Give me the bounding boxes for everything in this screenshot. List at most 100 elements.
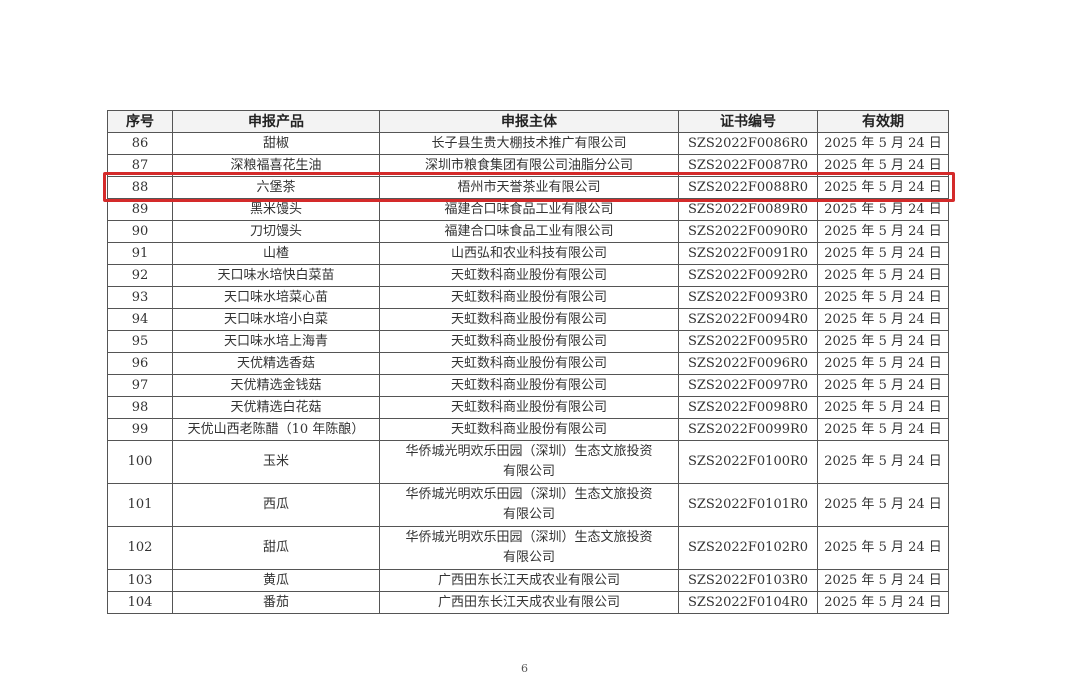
product-name: 天优精选金钱菇: [172, 374, 380, 397]
table-row: 90 刀切馒头 福建合口味食品工业有限公司 SZS2022F0090R0 2025 年 …: [107, 220, 949, 243]
applicant-name: 华侨城光明欢乐田园（深圳）生态文旅投资有限公司: [379, 526, 679, 570]
row-index: 96: [107, 352, 173, 375]
row-index: 99: [107, 418, 173, 441]
applicant-name: 天虹数科商业股份有限公司: [379, 264, 679, 287]
product-name: 刀切馒头: [172, 220, 380, 243]
validity-date: 2025 年 5 月 24 日: [817, 264, 949, 287]
validity-date: 2025 年 5 月 24 日: [817, 352, 949, 375]
applicant-name: 天虹数科商业股份有限公司: [379, 396, 679, 419]
applicant-name: 天虹数科商业股份有限公司: [379, 286, 679, 309]
row-index: 98: [107, 396, 173, 419]
row-index: 94: [107, 308, 173, 331]
row-index: 90: [107, 220, 173, 243]
validity-date: 2025 年 5 月 24 日: [817, 526, 949, 570]
product-name: 玉米: [172, 440, 380, 484]
certificate-number: SZS2022F0087R0: [678, 154, 818, 177]
validity-date: 2025 年 5 月 24 日: [817, 330, 949, 353]
certificate-number: SZS2022F0102R0: [678, 526, 818, 570]
certificate-number: SZS2022F0095R0: [678, 330, 818, 353]
row-index: 103: [107, 569, 173, 592]
certificate-number: SZS2022F0090R0: [678, 220, 818, 243]
table-row: 99 天优山西老陈醋（10 年陈酿） 天虹数科商业股份有限公司 SZS2022F009…: [107, 418, 949, 441]
table-header: 序号 申报产品 申报主体 证书编号 有效期: [107, 110, 949, 133]
certificate-table: 序号 申报产品 申报主体 证书编号 有效期 86 甜椒 长子县生贵大棚技术推广有限公…: [107, 110, 949, 614]
row-index: 87: [107, 154, 173, 177]
table-row: 94 天口味水培小白菜 天虹数科商业股份有限公司 SZS2022F0094R0 2025…: [107, 308, 949, 331]
validity-date: 2025 年 5 月 24 日: [817, 308, 949, 331]
header-product: 申报产品: [172, 110, 380, 133]
applicant-name: 天虹数科商业股份有限公司: [379, 418, 679, 441]
page-number: 6: [521, 662, 528, 675]
applicant-name: 山西弘和农业科技有限公司: [379, 242, 679, 265]
row-index: 101: [107, 483, 173, 527]
validity-date: 2025 年 5 月 24 日: [817, 286, 949, 309]
product-name: 天优精选白花菇: [172, 396, 380, 419]
row-index: 92: [107, 264, 173, 287]
table-row: 102 甜瓜 华侨城光明欢乐田园（深圳）生态文旅投资有限公司 SZS2022F0102…: [107, 526, 949, 570]
applicant-name: 深圳市粮食集团有限公司油脂分公司: [379, 154, 679, 177]
applicant-name: 天虹数科商业股份有限公司: [379, 330, 679, 353]
table-row: 97 天优精选金钱菇 天虹数科商业股份有限公司 SZS2022F0097R0 2025 …: [107, 374, 949, 397]
product-name: 番茄: [172, 591, 380, 614]
validity-date: 2025 年 5 月 24 日: [817, 242, 949, 265]
applicant-name: 天虹数科商业股份有限公司: [379, 352, 679, 375]
table-row: 103 黄瓜 广西田东长江天成农业有限公司 SZS2022F0103R0 2025 年 …: [107, 569, 949, 592]
certificate-number: SZS2022F0098R0: [678, 396, 818, 419]
certificate-number: SZS2022F0092R0: [678, 264, 818, 287]
applicant-name: 天虹数科商业股份有限公司: [379, 374, 679, 397]
row-index: 102: [107, 526, 173, 570]
table-row: 96 天优精选香菇 天虹数科商业股份有限公司 SZS2022F0096R0 2025 年…: [107, 352, 949, 375]
row-index: 91: [107, 242, 173, 265]
product-name: 天口味水培上海青: [172, 330, 380, 353]
header-index: 序号: [107, 110, 173, 133]
validity-date: 2025 年 5 月 24 日: [817, 591, 949, 614]
validity-date: 2025 年 5 月 24 日: [817, 440, 949, 484]
header-certificate-no: 证书编号: [678, 110, 818, 133]
certificate-number: SZS2022F0093R0: [678, 286, 818, 309]
product-name: 天优山西老陈醋（10 年陈酿）: [172, 418, 380, 441]
certificate-number: SZS2022F0104R0: [678, 591, 818, 614]
row-index: 86: [107, 132, 173, 155]
product-name: 天优精选香菇: [172, 352, 380, 375]
table-row: 89 黑米馒头 福建合口味食品工业有限公司 SZS2022F0089R0 2025 年 …: [107, 198, 949, 221]
certificate-number: SZS2022F0103R0: [678, 569, 818, 592]
product-name: 甜瓜: [172, 526, 380, 570]
applicant-name: 广西田东长江天成农业有限公司: [379, 591, 679, 614]
table-row: 88 六堡茶 梧州市天誉茶业有限公司 SZS2022F0088R0 2025 年 5 月…: [107, 176, 949, 199]
table-row: 91 山楂 山西弘和农业科技有限公司 SZS2022F0091R0 2025 年 5 月…: [107, 242, 949, 265]
table-row: 100 玉米 华侨城光明欢乐田园（深圳）生态文旅投资有限公司 SZS2022F0100…: [107, 440, 949, 484]
certificate-number: SZS2022F0088R0: [678, 176, 818, 199]
validity-date: 2025 年 5 月 24 日: [817, 569, 949, 592]
row-index: 93: [107, 286, 173, 309]
row-index: 104: [107, 591, 173, 614]
product-name: 甜椒: [172, 132, 380, 155]
table-row: 92 天口味水培快白菜苗 天虹数科商业股份有限公司 SZS2022F0092R0 202…: [107, 264, 949, 287]
validity-date: 2025 年 5 月 24 日: [817, 483, 949, 527]
highlight-box: [103, 172, 955, 202]
applicant-name: 长子县生贵大棚技术推广有限公司: [379, 132, 679, 155]
applicant-name: 天虹数科商业股份有限公司: [379, 308, 679, 331]
certificate-number: SZS2022F0094R0: [678, 308, 818, 331]
table-row: 93 天口味水培菜心苗 天虹数科商业股份有限公司 SZS2022F0093R0 2025…: [107, 286, 949, 309]
validity-date: 2025 年 5 月 24 日: [817, 132, 949, 155]
validity-date: 2025 年 5 月 24 日: [817, 418, 949, 441]
product-name: 黄瓜: [172, 569, 380, 592]
product-name: 天口味水培菜心苗: [172, 286, 380, 309]
table-row: 101 西瓜 华侨城光明欢乐田园（深圳）生态文旅投资有限公司 SZS2022F0101…: [107, 483, 949, 527]
certificate-number: SZS2022F0101R0: [678, 483, 818, 527]
row-index: 100: [107, 440, 173, 484]
row-index: 97: [107, 374, 173, 397]
applicant-name: 广西田东长江天成农业有限公司: [379, 569, 679, 592]
certificate-number: SZS2022F0099R0: [678, 418, 818, 441]
applicant-name: 华侨城光明欢乐田园（深圳）生态文旅投资有限公司: [379, 440, 679, 484]
validity-date: 2025 年 5 月 24 日: [817, 220, 949, 243]
product-name: 天口味水培小白菜: [172, 308, 380, 331]
certificate-number: SZS2022F0086R0: [678, 132, 818, 155]
validity-date: 2025 年 5 月 24 日: [817, 374, 949, 397]
product-name: 西瓜: [172, 483, 380, 527]
table-row: 98 天优精选白花菇 天虹数科商业股份有限公司 SZS2022F0098R0 2025 …: [107, 396, 949, 419]
table-row: 86 甜椒 长子县生贵大棚技术推广有限公司 SZS2022F0086R0 2025 年 …: [107, 132, 949, 155]
header-applicant: 申报主体: [379, 110, 679, 133]
certificate-number: SZS2022F0097R0: [678, 374, 818, 397]
header-validity: 有效期: [817, 110, 949, 133]
